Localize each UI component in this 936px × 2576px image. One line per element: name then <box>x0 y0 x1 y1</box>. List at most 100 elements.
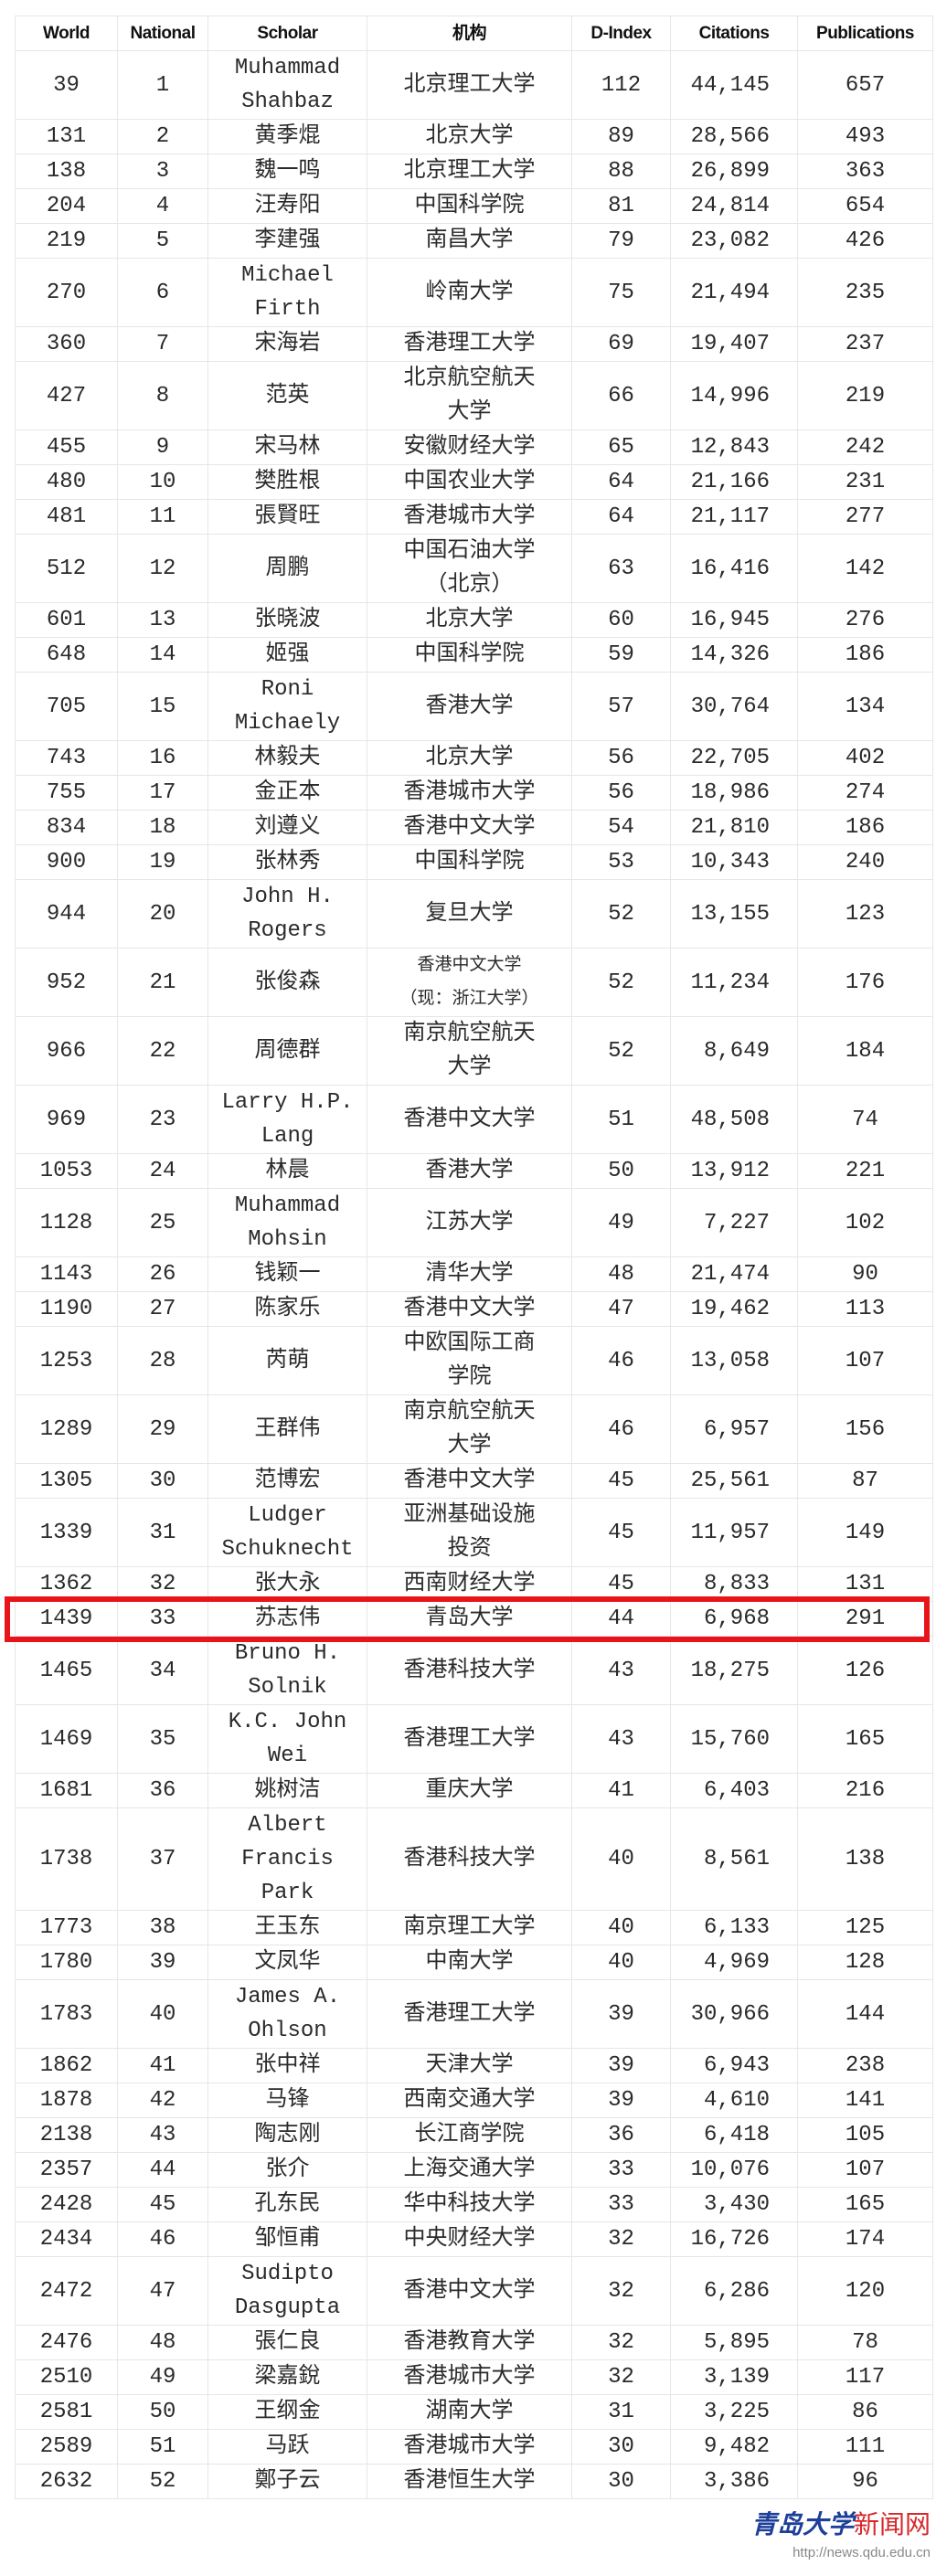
cell-publications: 134 <box>798 673 933 741</box>
cell-world-rank: 1128 <box>16 1189 118 1257</box>
cell-citations: 24,814 <box>671 189 798 224</box>
cell-national-rank: 35 <box>118 1705 208 1774</box>
cell-citations: 5,895 <box>671 2326 798 2360</box>
header-national-rank: National <box>118 16 208 51</box>
cell-publications: 128 <box>798 1945 933 1980</box>
cell-national-rank: 2 <box>118 120 208 154</box>
cell-world-rank: 1289 <box>16 1395 118 1464</box>
cell-d-index: 46 <box>572 1327 671 1395</box>
cell-national-rank: 34 <box>118 1637 208 1705</box>
cell-d-index: 39 <box>572 1980 671 2049</box>
cell-world-rank: 455 <box>16 430 118 465</box>
table-row: 1053 24 林晨 香港大学 50 13,912 221 <box>16 1154 933 1189</box>
cell-scholar: 姬强 <box>208 638 367 673</box>
cell-publications: 78 <box>798 2326 933 2360</box>
cell-publications: 657 <box>798 51 933 120</box>
cell-world-rank: 1783 <box>16 1980 118 2049</box>
cell-publications: 165 <box>798 1705 933 1774</box>
cell-citations: 19,462 <box>671 1292 798 1327</box>
cell-world-rank: 1190 <box>16 1292 118 1327</box>
cell-institution: 北京大学 <box>367 603 572 638</box>
cell-institution: 湖南大学 <box>367 2395 572 2430</box>
cell-publications: 184 <box>798 1017 933 1086</box>
table-row: 2632 52 鄭子云 香港恒生大学 30 3,386 96 <box>16 2465 933 2499</box>
table-row: 39 1 Muhammad Shahbaz 北京理工大学 112 44,145 657 <box>16 51 933 120</box>
table-row: 1190 27 陈家乐 香港中文大学 47 19,462 113 <box>16 1292 933 1327</box>
cell-institution: 香港理工大学 <box>367 1980 572 2049</box>
cell-national-rank: 31 <box>118 1499 208 1567</box>
cell-institution: 香港科技大学 <box>367 1808 572 1911</box>
cell-national-rank: 13 <box>118 603 208 638</box>
cell-publications: 131 <box>798 1567 933 1602</box>
table-row: 2472 47 Sudipto Dasgupta 香港中文大学 32 6,286 120 <box>16 2257 933 2326</box>
cell-publications: 123 <box>798 880 933 949</box>
cell-publications: 120 <box>798 2257 933 2326</box>
cell-world-rank: 743 <box>16 741 118 776</box>
cell-citations: 14,996 <box>671 362 798 430</box>
cell-publications: 237 <box>798 327 933 362</box>
table-row: 755 17 金正本 香港城市大学 56 18,986 274 <box>16 776 933 811</box>
cell-publications: 291 <box>798 1602 933 1637</box>
table-row: 2476 48 張仁良 香港教育大学 32 5,895 78 <box>16 2326 933 2360</box>
cell-citations: 6,286 <box>671 2257 798 2326</box>
cell-d-index: 39 <box>572 2049 671 2083</box>
cell-world-rank: 2138 <box>16 2118 118 2153</box>
cell-institution: 香港城市大学 <box>367 500 572 535</box>
cell-national-rank: 23 <box>118 1086 208 1154</box>
cell-d-index: 53 <box>572 845 671 880</box>
cell-publications: 493 <box>798 120 933 154</box>
cell-institution: 岭南大学 <box>367 259 572 327</box>
cell-national-rank: 51 <box>118 2430 208 2465</box>
cell-d-index: 64 <box>572 500 671 535</box>
cell-d-index: 46 <box>572 1395 671 1464</box>
watermark: 青岛大学新闻网 http://news.qdu.edu.cn <box>720 2508 931 2565</box>
table-row: 480 10 樊胜根 中国农业大学 64 21,166 231 <box>16 465 933 500</box>
cell-citations: 6,957 <box>671 1395 798 1464</box>
cell-institution: 中欧国际工商 学院 <box>367 1327 572 1395</box>
cell-national-rank: 27 <box>118 1292 208 1327</box>
cell-publications: 96 <box>798 2465 933 2499</box>
cell-citations: 19,407 <box>671 327 798 362</box>
cell-d-index: 40 <box>572 1808 671 1911</box>
table-row: 1862 41 张中祥 天津大学 39 6,943 238 <box>16 2049 933 2083</box>
cell-institution: 南京航空航天 大学 <box>367 1395 572 1464</box>
cell-d-index: 56 <box>572 776 671 811</box>
table-row: 601 13 张晓波 北京大学 60 16,945 276 <box>16 603 933 638</box>
cell-publications: 238 <box>798 2049 933 2083</box>
cell-d-index: 79 <box>572 224 671 259</box>
cell-citations: 6,968 <box>671 1602 798 1637</box>
cell-citations: 21,166 <box>671 465 798 500</box>
cell-scholar: 陈家乐 <box>208 1292 367 1327</box>
cell-national-rank: 5 <box>118 224 208 259</box>
cell-citations: 3,225 <box>671 2395 798 2430</box>
cell-d-index: 112 <box>572 51 671 120</box>
cell-world-rank: 1469 <box>16 1705 118 1774</box>
cell-publications: 242 <box>798 430 933 465</box>
table-row: 966 22 周德群 南京航空航天 大学 52 8,649 184 <box>16 1017 933 1086</box>
cell-national-rank: 33 <box>118 1602 208 1637</box>
cell-scholar: 张晓波 <box>208 603 367 638</box>
cell-world-rank: 1339 <box>16 1499 118 1567</box>
cell-d-index: 59 <box>572 638 671 673</box>
cell-d-index: 50 <box>572 1154 671 1189</box>
cell-d-index: 40 <box>572 1911 671 1945</box>
cell-publications: 90 <box>798 1257 933 1292</box>
cell-scholar: 芮萌 <box>208 1327 367 1395</box>
cell-publications: 74 <box>798 1086 933 1154</box>
cell-scholar: 王群伟 <box>208 1395 367 1464</box>
cell-world-rank: 601 <box>16 603 118 638</box>
cell-world-rank: 39 <box>16 51 118 120</box>
cell-national-rank: 12 <box>118 535 208 603</box>
cell-citations: 3,430 <box>671 2188 798 2222</box>
cell-citations: 21,494 <box>671 259 798 327</box>
cell-publications: 102 <box>798 1189 933 1257</box>
cell-national-rank: 21 <box>118 949 208 1017</box>
cell-national-rank: 44 <box>118 2153 208 2188</box>
cell-publications: 231 <box>798 465 933 500</box>
cell-institution: 香港理工大学 <box>367 327 572 362</box>
cell-citations: 18,986 <box>671 776 798 811</box>
cell-national-rank: 6 <box>118 259 208 327</box>
cell-national-rank: 46 <box>118 2222 208 2257</box>
cell-scholar: 马跃 <box>208 2430 367 2465</box>
cell-publications: 107 <box>798 1327 933 1395</box>
